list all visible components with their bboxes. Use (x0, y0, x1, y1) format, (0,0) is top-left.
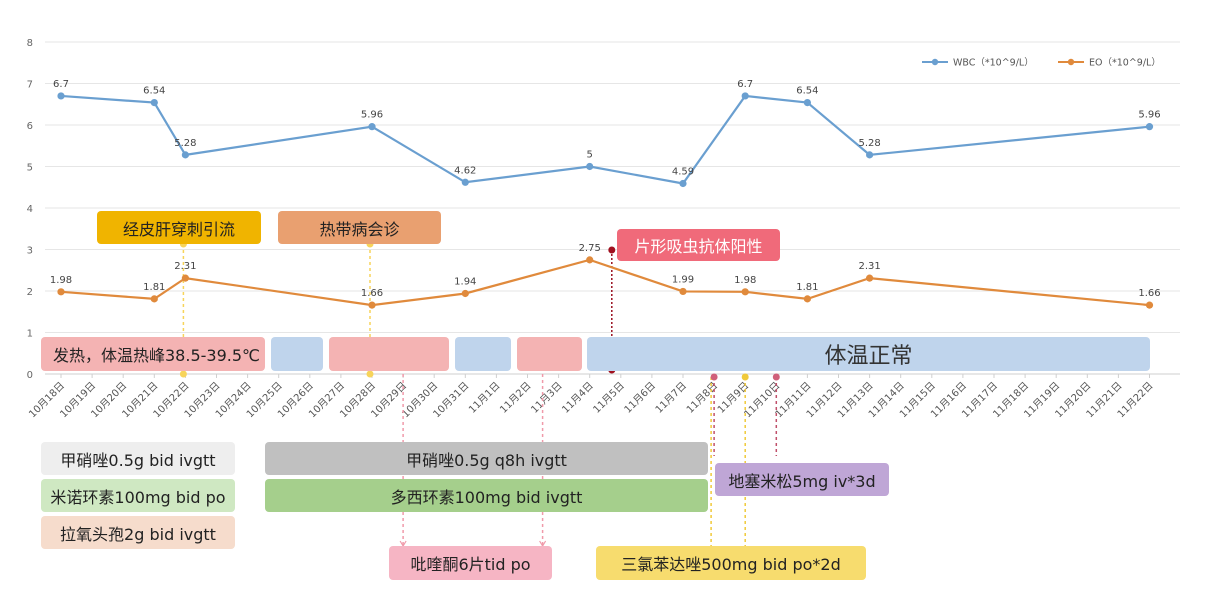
data-label: 5.96 (1138, 110, 1160, 121)
med-dexamethasone: 地塞米松5mg iv*3d (715, 463, 889, 496)
med-metronidazole-q8h: 甲硝唑0.5g q8h ivgtt (265, 442, 708, 475)
y-tick-label: 2 (27, 287, 33, 298)
legend-label: WBC（*10^9/L） (953, 57, 1034, 69)
y-tick-label: 0 (27, 370, 33, 381)
data-label: 6.7 (737, 79, 753, 90)
x-tick-label: 11月4日 (560, 380, 596, 416)
y-tick-label: 3 (27, 246, 33, 257)
biopsy-guide-dot-bottom (179, 370, 187, 378)
antibody-guide-dot-top (608, 246, 616, 254)
data-point (181, 274, 189, 282)
y-tick-label: 5 (27, 163, 33, 174)
med-praziquantel: 吡喹酮6片tid po (389, 546, 552, 580)
med-metronidazole-bid: 甲硝唑0.5g bid ivgtt (41, 442, 235, 475)
data-point (586, 256, 594, 264)
data-label: 1.98 (734, 275, 756, 286)
data-label: 1.98 (50, 275, 72, 286)
data-point (1145, 301, 1154, 309)
med-minocycline: 米诺环素100mg bid po (41, 479, 235, 512)
y-tick-label: 1 (27, 329, 33, 340)
data-label: 1.94 (454, 276, 476, 287)
data-point (866, 151, 874, 159)
legend-label: EO（*10^9/L） (1089, 57, 1161, 69)
data-point (803, 98, 812, 107)
y-tick-label: 8 (27, 38, 33, 49)
data-label: 6.7 (53, 79, 69, 90)
tag-consult: 热带病会诊 (278, 211, 441, 244)
data-point (368, 123, 376, 131)
data-label: 4.59 (672, 167, 694, 178)
data-label: 2.31 (858, 261, 880, 272)
data-point (586, 162, 594, 171)
data-label: 4.62 (454, 165, 476, 176)
x-tick-label: 11月6日 (622, 380, 658, 416)
data-point (461, 178, 469, 186)
x-tick-label: 11月1日 (466, 380, 502, 416)
legend-marker (1067, 58, 1075, 66)
data-point (57, 288, 65, 296)
data-point (803, 295, 812, 303)
data-point (741, 92, 749, 100)
fever-bar-3 (517, 337, 582, 371)
data-label: 2.31 (174, 261, 196, 272)
data-label: 5.28 (174, 138, 196, 149)
med-doxycycline: 多西环素100mg bid ivgtt (265, 479, 708, 512)
tag-biopsy: 经皮肝穿刺引流 (97, 211, 261, 244)
x-tick-label: 11月5日 (591, 380, 627, 416)
data-point (741, 288, 749, 296)
data-label: 5.28 (858, 138, 880, 149)
guide-marker (772, 373, 780, 381)
legend-marker (931, 58, 939, 66)
data-label: 5.96 (361, 110, 383, 121)
data-label: 1.99 (672, 274, 694, 285)
data-label: 1.66 (1138, 288, 1160, 299)
data-point (461, 289, 469, 298)
data-point (150, 98, 158, 107)
data-point (679, 179, 687, 188)
guide-marker (741, 373, 749, 381)
guide-marker (710, 373, 718, 381)
data-label: 1.81 (143, 282, 165, 293)
data-label: 6.54 (143, 86, 165, 97)
fever-bar-2 (329, 337, 449, 371)
y-tick-label: 4 (27, 204, 33, 215)
med-cefoxitin: 拉氧头孢2g bid ivgtt (41, 516, 235, 549)
data-point (57, 92, 65, 100)
data-label: 2.75 (579, 243, 601, 254)
series-line-0 (60, 94, 1150, 185)
normal-bar-3: 体温正常 (587, 337, 1150, 371)
data-label: 5 (587, 150, 593, 161)
data-label: 6.54 (796, 86, 818, 97)
data-point (1145, 123, 1154, 131)
data-point (866, 274, 874, 282)
fever-bar: 发热，体温热峰38.5-39.5℃ (41, 337, 265, 371)
med-triclabendazole: 三氯苯达唑500mg bid po*2d (596, 546, 866, 580)
data-label: 1.81 (796, 282, 818, 293)
x-tick-label: 11月3日 (529, 380, 565, 416)
normal-bar-2 (455, 337, 511, 371)
x-tick-label: 11月2日 (497, 380, 533, 416)
data-point (181, 151, 189, 159)
consult-guide-dot-bottom (366, 370, 374, 378)
x-tick-label: 11月7日 (653, 380, 689, 416)
normal-bar-1 (271, 337, 323, 371)
data-label: 1.66 (361, 288, 383, 299)
data-point (679, 287, 687, 296)
y-tick-label: 6 (27, 121, 33, 132)
tag-antibody: 片形吸虫抗体阳性 (617, 229, 780, 261)
data-point (368, 301, 376, 309)
data-point (150, 295, 158, 303)
series-line-1 (60, 258, 1150, 307)
y-tick-label: 7 (27, 80, 33, 91)
